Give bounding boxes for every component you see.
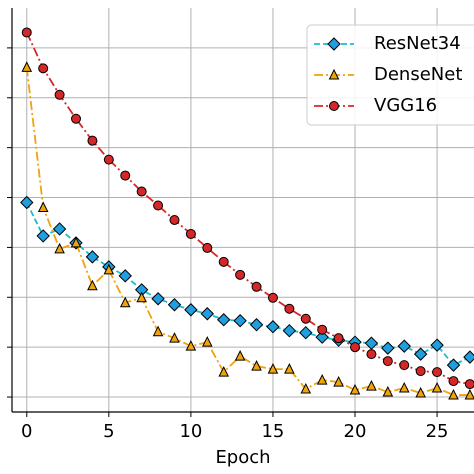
marker [329,101,339,111]
marker [463,350,474,364]
x-tick-label: 0 [21,421,32,442]
marker [103,263,115,275]
marker [184,303,198,317]
marker [284,362,295,374]
marker [266,320,280,334]
marker [397,339,411,353]
legend-label: DenseNet [374,64,462,85]
series-line [25,32,471,385]
marker [464,379,474,390]
marker [464,388,474,400]
marker [316,373,328,385]
plot-area [20,27,474,400]
legend-label: ResNet34 [374,33,461,54]
marker [413,347,428,361]
marker [217,313,231,327]
marker [448,388,459,400]
marker [382,356,393,367]
marker [36,229,50,243]
marker [267,362,279,374]
marker [54,242,65,254]
marker [152,325,164,337]
marker [300,382,312,394]
marker [398,381,410,393]
marker [87,279,98,291]
marker [333,375,344,387]
series-line [25,67,470,396]
marker [21,27,32,38]
marker [432,367,443,378]
marker [328,68,340,80]
marker [350,342,361,353]
marker [233,314,247,328]
marker [327,37,341,51]
marker [136,291,147,303]
marker [315,330,329,344]
marker [381,341,395,355]
marker [448,376,459,387]
marker [300,313,311,324]
marker [119,296,131,308]
marker [54,89,65,100]
marker [235,269,246,280]
x-tick-label: 20 [344,421,367,442]
marker [87,135,98,146]
marker [349,383,361,395]
x-tick-label: 25 [426,421,449,442]
marker [120,170,131,181]
marker [200,307,215,321]
marker [234,350,246,361]
x-axis-label: Epoch [215,447,270,468]
marker [202,242,213,253]
marker [299,325,313,340]
marker [70,236,82,248]
marker [167,298,182,312]
marker [282,323,297,338]
marker [415,386,426,398]
marker [85,250,100,264]
marker [218,256,229,267]
legend: ResNet34 DenseNet VGG16 [306,24,474,126]
series-line [25,202,471,367]
marker [37,201,49,213]
marker [249,318,264,332]
marker [415,366,426,377]
marker [136,186,147,197]
marker [118,269,132,283]
marker [399,360,410,371]
x-tick-label: 10 [179,421,202,442]
marker [52,222,67,236]
marker [366,349,377,360]
marker [201,336,213,347]
marker [38,63,49,74]
marker [20,195,34,210]
marker [382,385,394,397]
marker [185,228,196,239]
marker [153,200,164,211]
marker [366,379,377,391]
x-tick-label: 5 [103,421,114,442]
marker [333,333,344,344]
marker [71,113,82,124]
legend-box [306,24,474,126]
legend-label: VGG16 [374,95,437,116]
marker [169,332,180,343]
marker [251,359,262,371]
marker [430,338,444,352]
marker [284,303,295,314]
marker [103,154,114,165]
marker [431,381,443,393]
marker [21,61,33,72]
marker [169,214,180,225]
marker [251,281,262,292]
marker [185,340,197,351]
marker [267,292,278,303]
marker [446,358,461,372]
marker [317,324,328,335]
x-tick-label: 15 [261,421,284,442]
marker [218,365,230,377]
marker [151,292,165,306]
